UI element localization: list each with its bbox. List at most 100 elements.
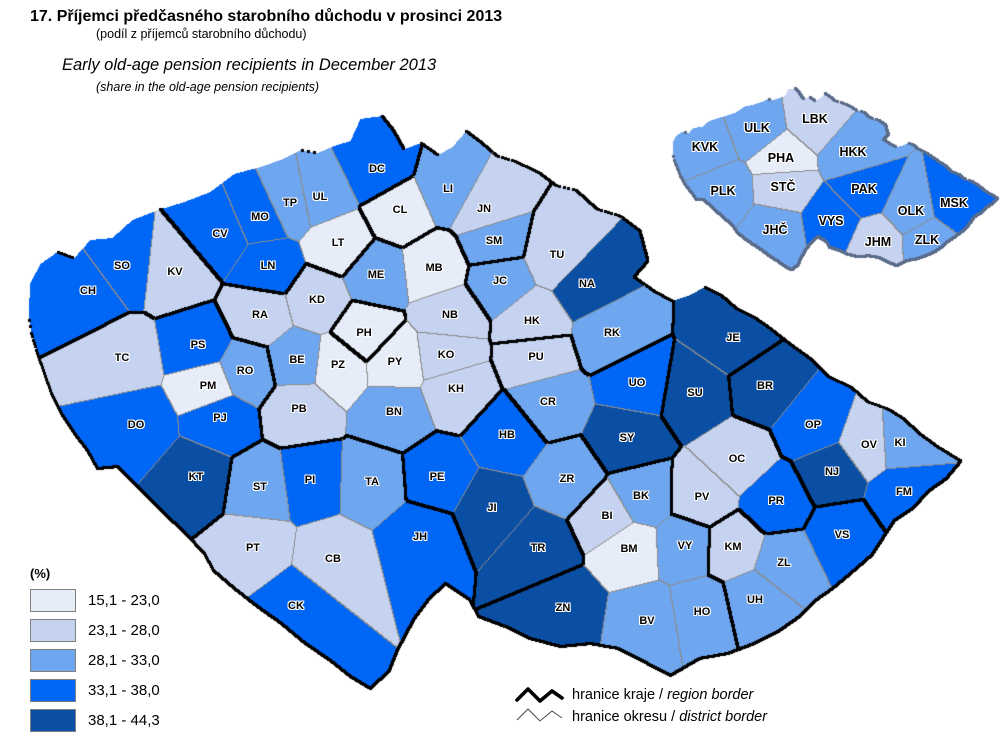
- district-label-PV: PV: [694, 491, 710, 503]
- district-label-PZ: PZ: [330, 359, 346, 371]
- district-label-PS: PS: [190, 339, 206, 351]
- district-label-RO: RO: [236, 365, 254, 377]
- district-label-KI: KI: [894, 437, 906, 449]
- district-label-SO: SO: [114, 260, 130, 272]
- legend-class-label-2: 23,1 - 28,0: [88, 621, 160, 639]
- district-label-BV: BV: [639, 615, 655, 627]
- district-label-BE: BE: [289, 354, 305, 366]
- district-label-ST: ST: [252, 481, 268, 493]
- district-label-CR: CR: [540, 396, 556, 408]
- legend-swatch-4: [30, 678, 76, 702]
- district-label-ZR: ZR: [559, 473, 575, 485]
- legend-class-label-3: 28,1 - 33,0: [88, 651, 160, 669]
- border-legend: hranice kraje / region border hranice ok…: [514, 684, 767, 728]
- district-label-NJ: NJ: [824, 466, 840, 478]
- region-label-HKK: HKK: [839, 145, 867, 159]
- district-label-UH: UH: [747, 594, 763, 606]
- legend-swatch-5: [30, 708, 76, 732]
- district-border-zigzag-icon: [514, 706, 566, 728]
- district-label-JE: JE: [726, 332, 740, 344]
- district-label-PU: PU: [528, 351, 544, 363]
- district-label-DO: DO: [127, 419, 145, 431]
- legend-class-label-5: 38,1 - 44,3: [88, 711, 160, 729]
- legend-unit-label: (%): [30, 566, 51, 581]
- region-label-PAK: PAK: [851, 182, 877, 196]
- district-label-TP: TP: [282, 197, 298, 209]
- district-label-OV: OV: [861, 439, 877, 451]
- district-label-FM: FM: [896, 486, 912, 498]
- region-label-JHČ: JHČ: [762, 223, 788, 237]
- district-label-KM: KM: [724, 541, 742, 553]
- district-label-CK: CK: [288, 600, 304, 612]
- district-label-TA: TA: [365, 476, 379, 488]
- legend-class-row: 33,1 - 38,0: [30, 675, 160, 705]
- district-label-SM: SM: [485, 235, 503, 247]
- district-border-legend-row: hranice okresu / district border: [514, 706, 767, 728]
- district-label-NA: NA: [579, 278, 595, 290]
- district-label-KT: KT: [188, 471, 204, 483]
- legend-class-label-4: 33,1 - 38,0: [88, 681, 160, 699]
- region-label-ULK: ULK: [744, 121, 770, 135]
- district-label-HK: HK: [524, 315, 540, 327]
- district-label-VS: VS: [834, 529, 850, 541]
- district-label-BI: BI: [601, 510, 613, 522]
- region-border-zigzag-icon: [514, 684, 566, 706]
- legend-class-row: 28,1 - 33,0: [30, 645, 160, 675]
- page-subtitle-en: (share in the old-age pension recipients…: [96, 80, 320, 94]
- district-label-BR: BR: [757, 380, 773, 392]
- district-label-PT: PT: [245, 542, 261, 554]
- region-label-PLK: PLK: [710, 184, 736, 198]
- district-label-KD: KD: [309, 294, 325, 306]
- region-label-STČ: STČ: [770, 180, 796, 194]
- district-label-PH: PH: [356, 327, 372, 339]
- district-label-SU: SU: [687, 387, 703, 399]
- district-label-ME: ME: [367, 269, 385, 281]
- region-label-JHM: JHM: [864, 235, 892, 249]
- region-border-label: hranice kraje / region border: [572, 687, 754, 703]
- district-label-LI: LI: [443, 183, 453, 195]
- district-label-BM: BM: [620, 543, 638, 555]
- district-label-LT: LT: [331, 237, 345, 249]
- region-label-MSK: MSK: [940, 196, 968, 210]
- legend-class-row: 38,1 - 44,3: [30, 705, 160, 735]
- district-label-MO: MO: [251, 211, 269, 223]
- district-label-TC: TC: [114, 352, 130, 364]
- district-label-PE: PE: [429, 471, 445, 483]
- district-label-DC: DC: [369, 163, 385, 175]
- region-label-VYS: VYS: [818, 214, 844, 228]
- district-label-CH: CH: [80, 285, 96, 297]
- legend-swatch-3: [30, 648, 76, 672]
- legend-swatch-1: [30, 588, 76, 612]
- district-label-ZL: ZL: [777, 557, 791, 569]
- district-label-TR: TR: [530, 542, 546, 554]
- district-label-JN: JN: [476, 203, 492, 215]
- district-label-JH: JH: [412, 531, 428, 543]
- page-title: 17. Příjemci předčasného starobního důch…: [30, 8, 503, 25]
- page-subtitle-cs: (podíl z příjemců starobního důchodu): [96, 27, 307, 41]
- legend-class-row: 15,1 - 23,0: [30, 585, 160, 615]
- district-label-PY: PY: [387, 356, 403, 368]
- district-label-UL: UL: [312, 191, 328, 203]
- region-label-ZLK: ZLK: [914, 233, 940, 247]
- district-label-MB: MB: [425, 262, 443, 274]
- district-label-PB: PB: [291, 403, 307, 415]
- district-label-OC: OC: [728, 453, 746, 465]
- legend-class-label-1: 15,1 - 23,0: [88, 591, 160, 609]
- legend-swatch-2: [30, 618, 76, 642]
- district-label-HO: HO: [693, 606, 711, 618]
- district-label-JC: JC: [492, 275, 508, 287]
- legend-class-row: 23,1 - 28,0: [30, 615, 160, 645]
- district-label-RK: RK: [604, 327, 620, 339]
- district-label-CV: CV: [212, 228, 228, 240]
- district-label-PM: PM: [199, 380, 217, 392]
- legend: (%) 15,1 - 23,0 23,1 - 28,0 28,1 - 33,0 …: [30, 566, 160, 735]
- region-label-KVK: KVK: [691, 140, 719, 154]
- region-label-OLK: OLK: [897, 204, 925, 218]
- district-label-SY: SY: [619, 432, 635, 444]
- district-label-UO: UO: [628, 377, 646, 389]
- district-label-PI: PI: [304, 474, 316, 486]
- district-label-RA: RA: [252, 309, 268, 321]
- district-label-LN: LN: [260, 260, 276, 272]
- district-label-PJ: PJ: [213, 412, 227, 424]
